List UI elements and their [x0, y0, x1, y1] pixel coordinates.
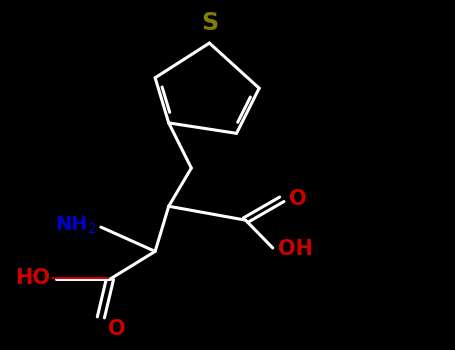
Text: OH: OH — [278, 239, 313, 259]
Text: O: O — [288, 189, 306, 209]
Text: S: S — [201, 12, 218, 35]
Text: O: O — [108, 319, 125, 339]
Text: HO: HO — [15, 268, 50, 288]
Text: NH$_2$: NH$_2$ — [55, 215, 96, 236]
